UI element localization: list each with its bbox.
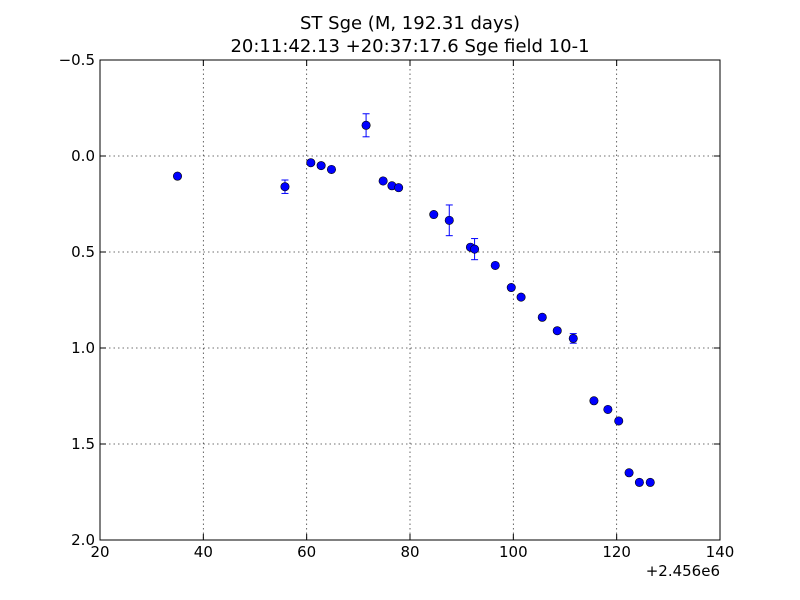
y-tick-label: 1.5 [71, 435, 95, 453]
data-point [603, 404, 613, 414]
data-point [634, 477, 644, 487]
data-points [173, 120, 655, 487]
plot-frame [99, 59, 721, 541]
data-point [552, 326, 562, 336]
y-tick-label: −0.5 [59, 51, 95, 69]
y-tick-label: 0.0 [71, 147, 95, 165]
errorbar-layer [281, 113, 577, 344]
data-point [645, 477, 655, 487]
data-point [173, 171, 183, 181]
data-point [394, 183, 404, 193]
x-tick-label: 80 [400, 543, 419, 561]
data-point [316, 161, 326, 171]
y-tick-label: 1.0 [71, 339, 95, 357]
x-tick-label: 120 [602, 543, 631, 561]
x-tick-label: 140 [706, 543, 735, 561]
data-point [306, 158, 316, 168]
data-point [361, 120, 371, 130]
x-tick-label: 20 [90, 543, 109, 561]
data-point [537, 312, 547, 322]
x-tick-label: 100 [499, 543, 528, 561]
data-point [429, 210, 439, 220]
data-point [470, 244, 480, 254]
x-axis-offset-label: +2.456e6 [646, 562, 720, 580]
data-point [589, 396, 599, 406]
data-point [326, 164, 336, 174]
y-tick-label: 0.5 [71, 243, 95, 261]
data-point [280, 182, 290, 192]
data-point [614, 416, 624, 426]
data-point [490, 260, 500, 270]
data-point [378, 176, 388, 186]
chart-title-line1: ST Sge (M, 192.31 days) [300, 13, 520, 34]
data-point [444, 215, 454, 225]
y-tick-labels: −0.5 0.0 0.5 1.0 1.5 2.0 [59, 51, 95, 549]
x-tick-labels: 20 40 60 80 100 120 140 [90, 543, 734, 561]
x-tick-label: 40 [194, 543, 213, 561]
x-tick-label: 60 [297, 543, 316, 561]
y-tick-label: 2.0 [71, 531, 95, 549]
data-point [568, 333, 578, 343]
data-point [506, 283, 516, 293]
grid-layer [100, 60, 720, 540]
chart-title-line2: 20:11:42.13 +20:37:17.6 Sge field 10-1 [230, 36, 589, 57]
data-point [624, 468, 634, 478]
data-point [516, 292, 526, 302]
